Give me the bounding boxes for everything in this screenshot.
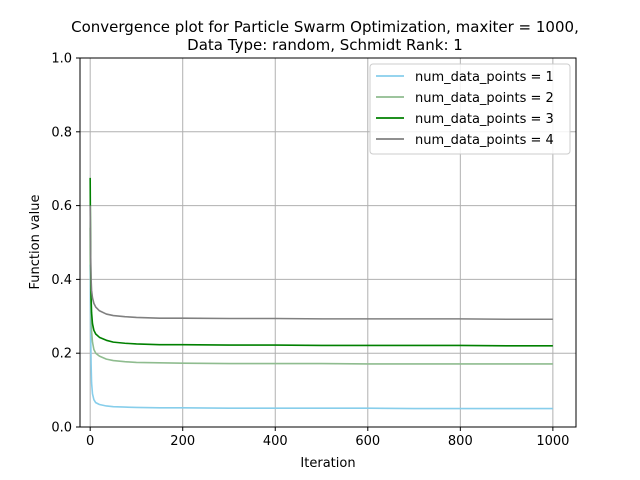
y-tick-label: 0.0 (51, 421, 72, 436)
y-tick-label: 0.6 (51, 199, 72, 214)
y-tick-label: 0.2 (51, 347, 72, 362)
plot-frame (79, 57, 577, 428)
chart-title-line2: Data Type: random, Schmidt Rank: 1 (187, 36, 463, 54)
x-tick-label: 400 (263, 434, 288, 449)
series-lines (89, 177, 553, 410)
x-tick-label: 200 (170, 434, 195, 449)
x-tick-label: 1000 (536, 434, 569, 449)
legend-label-4: num_data_points = 4 (415, 133, 554, 148)
legend: num_data_points = 1 num_data_points = 2 nu… (369, 63, 571, 155)
series-line-2 (89, 227, 553, 365)
y-tick-label: 0.4 (51, 273, 72, 288)
y-tick-label: 1.0 (51, 52, 72, 67)
legend-label-1: num_data_points = 1 (415, 70, 554, 85)
x-tick-label: 600 (355, 434, 380, 449)
legend-label-2: num_data_points = 2 (415, 91, 554, 106)
y-axis-ticks: 0.0 0.2 0.4 0.6 0.8 1.0 (51, 52, 80, 436)
x-tick-label: 800 (448, 434, 473, 449)
y-axis-label: Function value (28, 195, 43, 290)
x-axis-ticks: 0 200 400 600 800 1000 (86, 427, 569, 449)
series-line-3 (89, 177, 553, 347)
chart-title-line1: Convergence plot for Particle Swarm Opti… (71, 18, 579, 36)
x-tick-label: 0 (86, 434, 94, 449)
legend-box (369, 63, 571, 155)
series-line-1 (89, 264, 553, 410)
y-tick-label: 0.8 (51, 125, 72, 140)
series-line-4 (89, 205, 553, 321)
legend-label-3: num_data_points = 3 (415, 112, 554, 127)
x-axis-label: Iteration (300, 456, 355, 471)
